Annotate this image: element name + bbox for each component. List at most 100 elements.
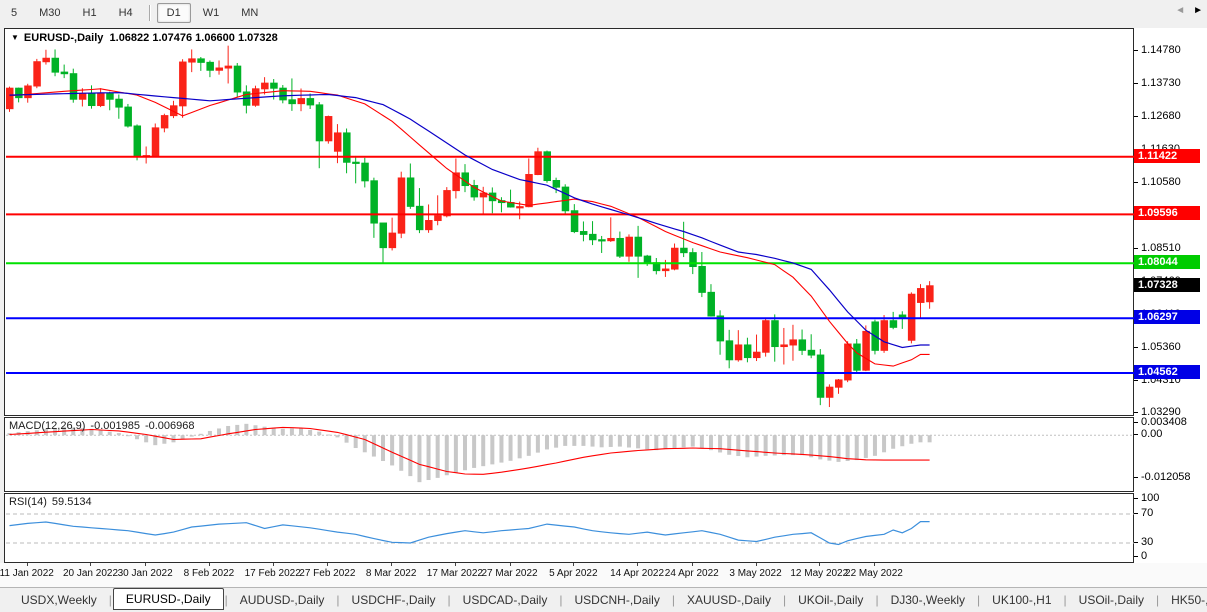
axis-tick	[1134, 422, 1138, 424]
date-label: 12 May 2022	[790, 568, 849, 579]
tab-separator: |	[977, 593, 981, 607]
axis-tick	[1134, 83, 1138, 85]
date-label: 17 Feb 2022	[244, 568, 301, 579]
tab-separator: |	[108, 593, 112, 607]
axis-tick	[1134, 542, 1138, 543]
date-tick	[637, 563, 639, 566]
chart-tab-hk50-i[interactable]: HK50-,I	[1171, 593, 1207, 607]
chart-window: ▼ EURUSD-,Daily 1.06822 1.07476 1.06600 1…	[4, 28, 1207, 563]
axis-tick-label: 1.13730	[1141, 77, 1181, 90]
axis-tick-label: 0	[1141, 550, 1148, 562]
axis-tick	[1134, 50, 1138, 51]
tab-separator: |	[1063, 593, 1067, 607]
macd-pane: MACD(12,26,9) -0.001985 -0.006968	[4, 417, 1134, 492]
tab-separator: |	[671, 593, 675, 607]
chart-tab-usdcnh-daily[interactable]: USDCNH-,Daily	[574, 593, 660, 607]
axis-tick-label: 0.00	[1141, 428, 1163, 441]
tab-separator: |	[1156, 593, 1160, 607]
chart-tab-usdchf-daily[interactable]: USDCHF-,Daily	[351, 593, 436, 607]
axis-tick-label: 100	[1141, 492, 1160, 504]
date-tick	[509, 563, 511, 566]
timeframe-button-w1[interactable]: W1	[202, 7, 220, 19]
rsi-chart	[6, 513, 1134, 546]
chart-tab-usdx-weekly[interactable]: USDX,Weekly	[21, 593, 97, 607]
axis-tick-label: 1.08510	[1141, 241, 1181, 254]
date-tick	[26, 563, 28, 566]
axis-tick	[1134, 412, 1138, 414]
chart-title: ▼ EURUSD-,Daily 1.06822 1.07476 1.06600 1…	[11, 32, 278, 44]
tab-scroll-right-icon[interactable]: ►	[1193, 5, 1203, 16]
date-label: 17 Mar 2022	[426, 568, 483, 579]
price-axis: 1.147801.137301.126801.116301.105801.095…	[1134, 28, 1207, 563]
axis-tick-label: 1.05360	[1141, 340, 1181, 353]
timeframe-button-m30[interactable]: M30	[39, 7, 61, 19]
chart-tab-audusd-daily[interactable]: AUDUSD-,Daily	[239, 593, 325, 607]
date-label: 27 Mar 2022	[481, 568, 538, 579]
price-badge: 1.09596	[1134, 206, 1200, 221]
tab-scroll-arrows: ◄ ►	[1175, 5, 1203, 16]
rsi-pane: RSI(14) 59.5134	[4, 493, 1134, 563]
axis-tick-label: 1.10580	[1141, 176, 1181, 189]
macd-name: MACD(12,26,9)	[9, 420, 86, 432]
axis-tick	[1134, 379, 1138, 381]
price-badge: 1.11422	[1134, 148, 1200, 163]
chart-tab-eurusd-daily[interactable]: EURUSD-,Daily	[112, 588, 224, 610]
date-label: 24 Apr 2022	[664, 568, 719, 579]
date-label: 20 Jan 2022	[62, 568, 119, 579]
axis-tick	[1134, 477, 1138, 479]
price-badge: 1.07328	[1134, 277, 1200, 292]
tab-separator: |	[336, 593, 340, 607]
timeframe-button-h4[interactable]: H4	[118, 7, 133, 19]
chart-tab-usdcad-daily[interactable]: USDCAD-,Daily	[462, 593, 548, 607]
rsi-value: 59.5134	[51, 496, 92, 508]
chart-tabbar: USDX,Weekly | EURUSD-,Daily | AUDUSD-,Daily |…	[0, 587, 1207, 612]
axis-tick-label: 1.14780	[1141, 44, 1181, 56]
axis-tick	[1134, 116, 1138, 118]
timeframe-button-h1[interactable]: H1	[82, 7, 97, 19]
date-tick	[819, 563, 821, 566]
chart-symbol-label: EURUSD-,Daily	[23, 32, 104, 44]
timeframe-button-5[interactable]: 5	[11, 7, 18, 19]
axis-tick-label: -0.012058	[1141, 471, 1191, 484]
chart-tab-dj30-weekly[interactable]: DJ30-,Weekly	[890, 593, 966, 607]
date-tick	[573, 563, 575, 566]
rsi-name: RSI(14)	[9, 496, 47, 508]
axis-tick-label: 1.03290	[1141, 406, 1181, 419]
timeframe-toolbar: 5 M30 H1 H4 D1 W1 MN	[0, 0, 1207, 26]
date-tick	[454, 563, 456, 566]
tab-separator: |	[559, 593, 563, 607]
axis-tick-label: 70	[1141, 507, 1154, 519]
tab-separator: |	[875, 593, 879, 607]
price-badge: 1.06297	[1134, 310, 1200, 325]
chevron-down-icon[interactable]: ▼	[11, 33, 19, 42]
date-tick	[90, 563, 92, 566]
date-tick	[691, 563, 693, 566]
axis-tick	[1134, 513, 1138, 514]
date-axis: 11 Jan 2022 20 Jan 2022 30 Jan 2022 8 Feb 2…	[0, 563, 1207, 587]
chart-tab-uk100-h1[interactable]: UK100-,H1	[992, 593, 1052, 607]
date-tick	[145, 563, 147, 566]
date-label: 8 Feb 2022	[183, 568, 235, 579]
date-label: 8 Mar 2022	[365, 568, 417, 579]
macd-chart	[6, 423, 1134, 483]
chart-ohlc-values: 1.06822 1.07476 1.06600 1.07328	[109, 32, 278, 44]
tab-scroll-left-icon[interactable]: ◄	[1175, 5, 1186, 16]
chart-tab-xauusd-daily[interactable]: XAUUSD-,Daily	[686, 593, 771, 607]
timeframe-button-d1[interactable]: D1	[156, 3, 191, 23]
price-badge: 1.08044	[1134, 255, 1200, 270]
date-tick	[272, 563, 274, 566]
axis-tick-label: 30	[1141, 536, 1154, 548]
price-pane: ▼ EURUSD-,Daily 1.06822 1.07476 1.06600 1…	[4, 28, 1134, 416]
axis-tick	[1134, 346, 1138, 348]
chart-tab-ukoil-daily[interactable]: UKOil-,Daily	[798, 593, 864, 607]
axis-tick-label: 0.003408	[1141, 416, 1187, 429]
date-tick	[327, 563, 329, 566]
timeframe-button-mn[interactable]: MN	[241, 7, 259, 19]
chart-tab-usoil-daily[interactable]: USOil-,Daily	[1078, 593, 1144, 607]
date-label: 27 Feb 2022	[299, 568, 356, 579]
axis-tick	[1134, 556, 1138, 557]
date-tick	[873, 563, 875, 566]
date-label: 14 Apr 2022	[610, 568, 665, 579]
axis-tick	[1134, 247, 1138, 249]
